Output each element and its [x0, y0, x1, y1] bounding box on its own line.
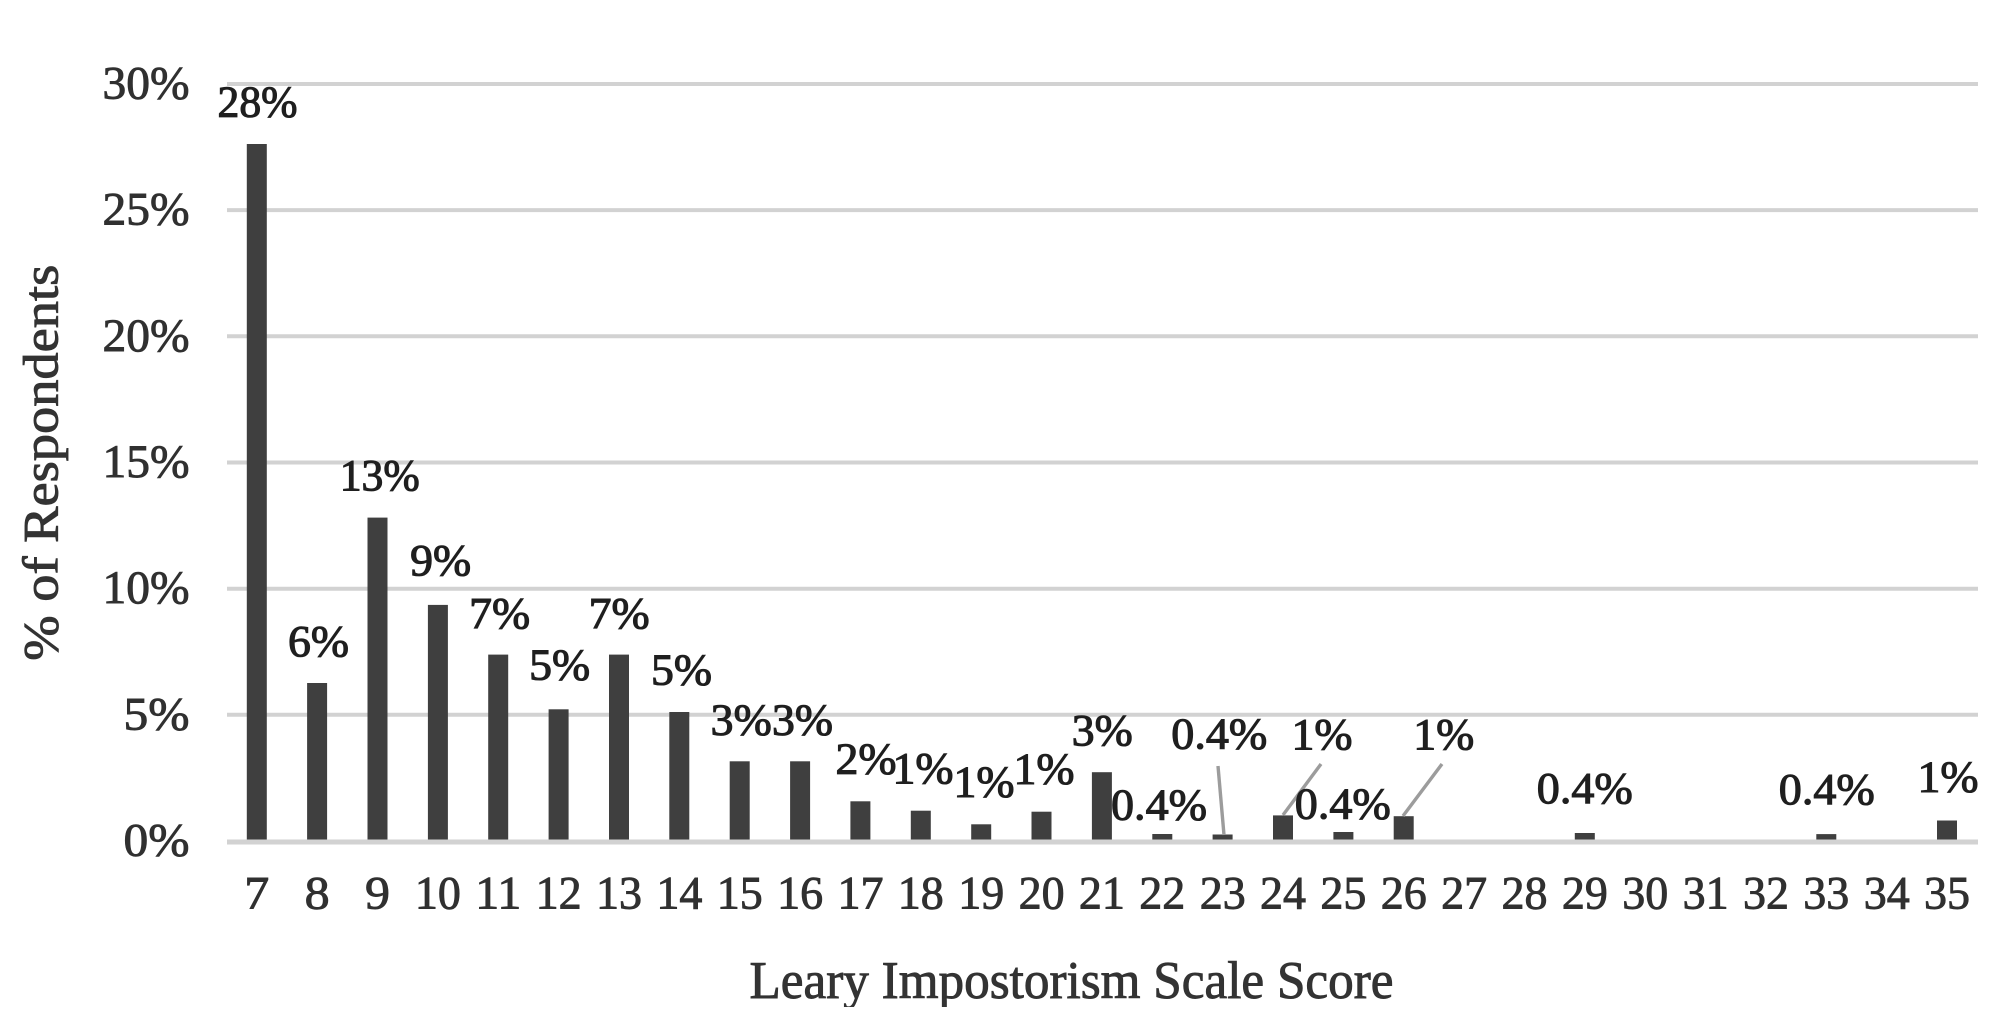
- svg-text:10: 10: [415, 868, 461, 920]
- svg-text:7%: 7%: [589, 589, 650, 638]
- svg-text:13: 13: [596, 868, 642, 920]
- svg-text:15: 15: [717, 868, 763, 920]
- svg-text:3%: 3%: [711, 696, 772, 745]
- svg-text:0.4%: 0.4%: [1537, 764, 1633, 813]
- svg-text:5%: 5%: [529, 641, 590, 690]
- svg-text:26: 26: [1381, 868, 1427, 920]
- svg-text:1%: 1%: [1918, 753, 1979, 802]
- svg-text:0.4%: 0.4%: [1111, 781, 1207, 830]
- svg-text:1%: 1%: [1413, 710, 1474, 759]
- svg-text:2%: 2%: [836, 734, 897, 783]
- svg-text:34: 34: [1864, 868, 1910, 920]
- svg-text:15%: 15%: [103, 436, 190, 488]
- svg-text:30: 30: [1622, 868, 1668, 920]
- svg-text:1%: 1%: [1014, 745, 1075, 794]
- svg-text:7: 7: [244, 868, 269, 920]
- svg-text:3%: 3%: [772, 696, 833, 745]
- svg-text:5%: 5%: [651, 646, 712, 695]
- svg-text:Leary Impostorism Scale Score: Leary Impostorism Scale Score: [750, 952, 1394, 1007]
- svg-text:10%: 10%: [103, 562, 190, 614]
- svg-text:25%: 25%: [103, 184, 190, 236]
- svg-text:14: 14: [656, 868, 702, 920]
- svg-text:35: 35: [1924, 868, 1970, 920]
- svg-text:25: 25: [1320, 868, 1366, 920]
- svg-text:9: 9: [365, 868, 390, 920]
- svg-text:17: 17: [838, 868, 884, 920]
- svg-text:13%: 13%: [340, 451, 420, 500]
- svg-text:20%: 20%: [103, 310, 190, 362]
- svg-text:23: 23: [1200, 868, 1246, 920]
- svg-text:3%: 3%: [1072, 706, 1133, 755]
- svg-text:0.4%: 0.4%: [1171, 710, 1267, 759]
- svg-text:24: 24: [1260, 868, 1306, 920]
- svg-text:19: 19: [958, 868, 1004, 920]
- svg-text:9%: 9%: [410, 536, 471, 585]
- svg-text:0.4%: 0.4%: [1295, 780, 1391, 829]
- svg-text:7%: 7%: [469, 589, 530, 638]
- svg-text:33: 33: [1803, 868, 1849, 920]
- svg-text:0%: 0%: [124, 815, 190, 867]
- svg-text:% of Respondents: % of Respondents: [13, 265, 69, 661]
- svg-text:8: 8: [305, 868, 330, 920]
- svg-text:22: 22: [1139, 868, 1185, 920]
- svg-text:0.4%: 0.4%: [1779, 765, 1875, 814]
- svg-text:27: 27: [1441, 868, 1487, 920]
- svg-text:29: 29: [1562, 868, 1608, 920]
- svg-text:11: 11: [475, 868, 521, 920]
- svg-text:20: 20: [1019, 868, 1065, 920]
- svg-text:28%: 28%: [218, 78, 298, 127]
- svg-text:12: 12: [536, 868, 582, 920]
- svg-text:5%: 5%: [124, 688, 190, 740]
- svg-text:1%: 1%: [893, 744, 954, 793]
- svg-text:1%: 1%: [1292, 710, 1353, 759]
- svg-text:1%: 1%: [954, 757, 1015, 806]
- svg-text:6%: 6%: [288, 617, 349, 666]
- svg-text:30%: 30%: [103, 58, 190, 110]
- svg-text:18: 18: [898, 868, 944, 920]
- svg-text:21: 21: [1079, 868, 1125, 920]
- svg-text:28: 28: [1502, 868, 1548, 920]
- svg-text:16: 16: [777, 868, 823, 920]
- svg-text:31: 31: [1683, 868, 1729, 920]
- svg-text:32: 32: [1743, 868, 1789, 920]
